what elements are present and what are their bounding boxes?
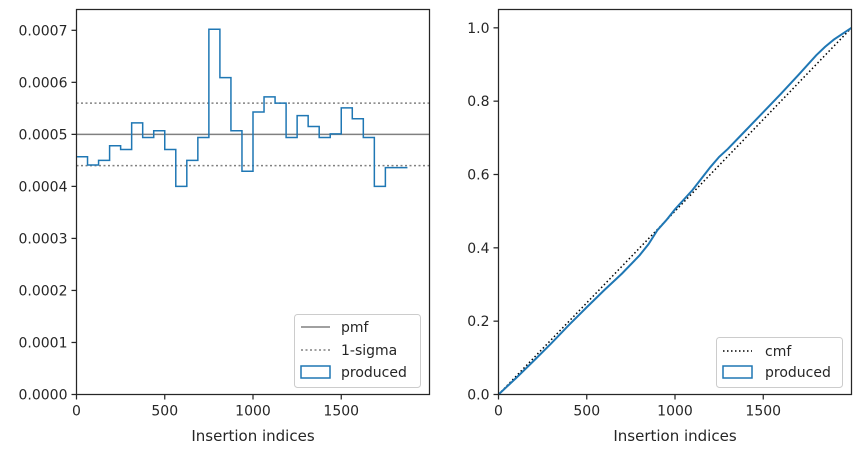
right-y-tick-label: 0.4 [467,241,489,257]
right-x-tick-label: 500 [573,404,600,420]
right-y-tick-label: 0.0 [467,388,489,404]
cmf-line [497,27,853,396]
left-x-tick-label: 1000 [235,404,271,420]
left-y-tick-label: 0.0005 [19,127,68,143]
left-x-axis-label: Insertion indices [191,427,314,445]
left-x-ticks: 0 500 1000 1500 [72,394,359,420]
right-y-tick-label: 0.2 [467,314,489,330]
legend-right-produced-label: produced [765,365,831,381]
left-y-tick-label: 0.0001 [19,335,68,351]
right-x-axis-label: Insertion indices [613,427,736,445]
left-y-tick-label: 0.0003 [19,231,68,247]
left-x-tick-label: 0 [72,404,81,420]
right-x-tick-label: 0 [494,404,503,420]
right-x-tick-label: 1000 [657,404,693,420]
left-legend: pmf 1-sigma produced [294,314,421,388]
legend-1-sigma-label: 1-sigma [341,343,397,359]
right-y-tick-label: 1.0 [467,21,489,37]
left-x-tick-label: 500 [151,404,178,420]
left-produced-series [76,28,408,188]
left-legend-box [294,314,421,388]
left-y-tick-label: 0.0000 [19,388,68,404]
left-y-tick-label: 0.0007 [19,23,68,39]
left-y-ticks: 0.0000 0.0001 0.0002 0.0003 0.0004 0.0005 0.00… [19,23,77,404]
legend-cmf-label: cmf [765,344,792,360]
right-legend-box [716,337,843,388]
legend-produced-swatch [300,365,331,379]
legend-produced-label: produced [341,365,407,381]
left-y-tick-label: 0.0002 [19,283,68,299]
produced-cumulative-line [497,27,853,396]
right-y-ticks: 0.0 0.2 0.4 0.6 0.8 1.0 [467,21,499,404]
right-legend: cmf produced [716,337,843,388]
right-y-tick-label: 0.6 [467,168,489,184]
legend-right-produced-swatch [722,365,753,379]
right-y-tick-label: 0.8 [467,94,489,110]
right-cmf-panel: 0 500 1000 1500 0.0 0.2 0.4 0.6 0.8 1.0 Insertio… [467,8,853,445]
right-plot-area [498,9,852,395]
right-x-tick-label: 1500 [745,404,781,420]
right-x-ticks: 0 500 1000 1500 [494,394,781,420]
right-series [497,27,853,396]
left-histogram-panel: 0 500 1000 1500 0.00000.00010.00020.00030.0… [19,8,431,445]
left-y-tick-label: 0.0006 [19,75,68,91]
produced-histogram-step [76,28,408,188]
legend-pmf-label: pmf [341,320,370,336]
left-y-tick-label: 0.0004 [19,179,68,195]
left-x-tick-label: 1500 [323,404,359,420]
